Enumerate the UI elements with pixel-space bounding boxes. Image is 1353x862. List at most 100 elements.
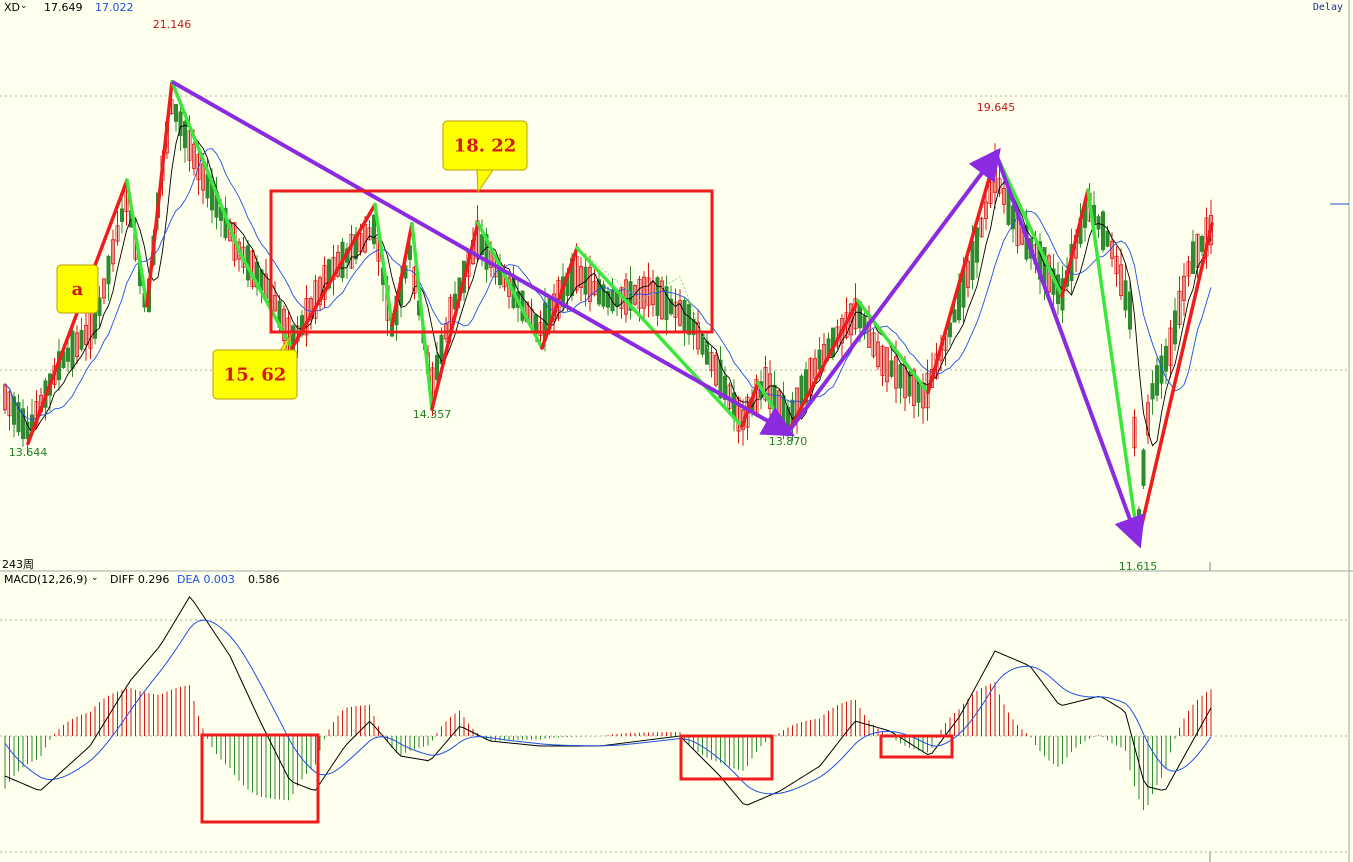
zigzag-down-leg	[410, 222, 434, 411]
macd-panel	[4, 595, 1212, 824]
candle	[16, 401, 21, 433]
candle	[646, 277, 651, 306]
candle	[434, 354, 439, 381]
callout-15-62: 15. 62	[212, 332, 298, 400]
zigzag-up-leg	[1060, 188, 1090, 298]
callout-text: 18. 22	[454, 136, 517, 157]
candle	[588, 266, 593, 302]
chevron-down-icon[interactable]: ⌄	[20, 1, 28, 11]
candles	[3, 98, 1214, 525]
candle	[804, 369, 809, 404]
ma-short-line	[4, 124, 1212, 447]
symbol-label[interactable]: XD	[4, 1, 21, 14]
candle	[367, 227, 372, 241]
candle	[1173, 310, 1178, 345]
macd-highlight-box	[679, 734, 774, 781]
candle	[975, 227, 980, 263]
candle	[669, 298, 674, 315]
candle	[1159, 355, 1164, 384]
chevron-down-icon[interactable]: ⌄	[91, 573, 99, 583]
trend-line	[786, 147, 1001, 434]
candle	[871, 332, 876, 357]
pivot-label: 13.644	[9, 446, 48, 459]
zigzag-up-leg	[1136, 222, 1214, 543]
candle	[1146, 402, 1151, 436]
candle	[371, 214, 376, 245]
candle	[673, 301, 678, 318]
candle	[79, 329, 84, 350]
candle	[1123, 280, 1128, 311]
candle	[579, 265, 584, 288]
dea-line	[4, 619, 1212, 795]
candle	[642, 276, 647, 309]
zigzag-down-leg	[373, 202, 394, 327]
pivot-label: 14.357	[413, 408, 452, 421]
candle	[326, 259, 331, 289]
candle	[25, 421, 30, 440]
candle	[11, 396, 16, 425]
candle	[583, 266, 588, 295]
candle	[1137, 509, 1142, 525]
candle	[84, 324, 89, 345]
candle	[574, 255, 579, 291]
candle	[358, 232, 363, 253]
zigzag-up-leg	[926, 152, 998, 395]
zigzag-up-leg	[290, 202, 377, 350]
candle	[763, 367, 768, 401]
candle	[1150, 383, 1155, 400]
candle	[714, 355, 719, 386]
candle	[601, 284, 606, 307]
candle	[93, 311, 98, 339]
macd-value: 0.586	[248, 573, 280, 586]
candle	[687, 304, 692, 335]
candle	[484, 233, 489, 270]
candle	[853, 298, 858, 330]
candle	[889, 360, 894, 377]
trend-line	[171, 80, 795, 437]
dea-label: DEA 0.003	[177, 573, 235, 586]
candle	[407, 245, 412, 260]
zigzag-up-leg	[786, 299, 860, 435]
candle	[182, 121, 187, 149]
macd-header: MACD(12,26,9) ⌄ DIFF 0.296 DEA 0.003 0.5…	[0, 573, 400, 587]
macd-name[interactable]: MACD(12,26,9)	[4, 573, 88, 586]
zigzag-lines	[26, 80, 1214, 543]
candle	[655, 277, 660, 317]
candle	[898, 364, 903, 389]
candle	[894, 356, 899, 389]
candle	[7, 391, 12, 417]
callout-box	[442, 120, 528, 171]
candle	[880, 345, 885, 376]
candle	[115, 225, 120, 242]
zigzag-down-leg	[994, 152, 1064, 298]
candle	[592, 281, 597, 296]
candle	[317, 277, 322, 305]
candle	[907, 371, 912, 397]
candle	[250, 250, 255, 288]
callout-box	[212, 349, 298, 400]
candle	[66, 347, 71, 362]
callout-pointer	[476, 169, 494, 194]
candle	[178, 111, 183, 137]
candle	[876, 341, 881, 368]
candle	[281, 308, 286, 342]
candle	[173, 104, 178, 122]
candle	[952, 309, 957, 323]
zigzag-dotted	[576, 247, 711, 355]
callout-text: a	[72, 279, 84, 300]
period-label: 243周	[2, 558, 34, 571]
macd-highlight-box	[200, 733, 320, 824]
candle	[705, 341, 710, 365]
candle	[1177, 290, 1182, 325]
candle	[610, 289, 615, 312]
candle	[1182, 275, 1187, 301]
candle	[979, 217, 984, 238]
zigzag-up-leg	[740, 381, 760, 428]
callout-18-22: 18. 22	[442, 120, 528, 194]
pivot-label: 13.870	[769, 435, 808, 448]
candle	[718, 359, 723, 399]
pivot-label: 21.146	[153, 18, 192, 31]
zigzag-down-leg	[170, 80, 242, 255]
candle	[628, 281, 633, 311]
candle	[984, 201, 989, 219]
